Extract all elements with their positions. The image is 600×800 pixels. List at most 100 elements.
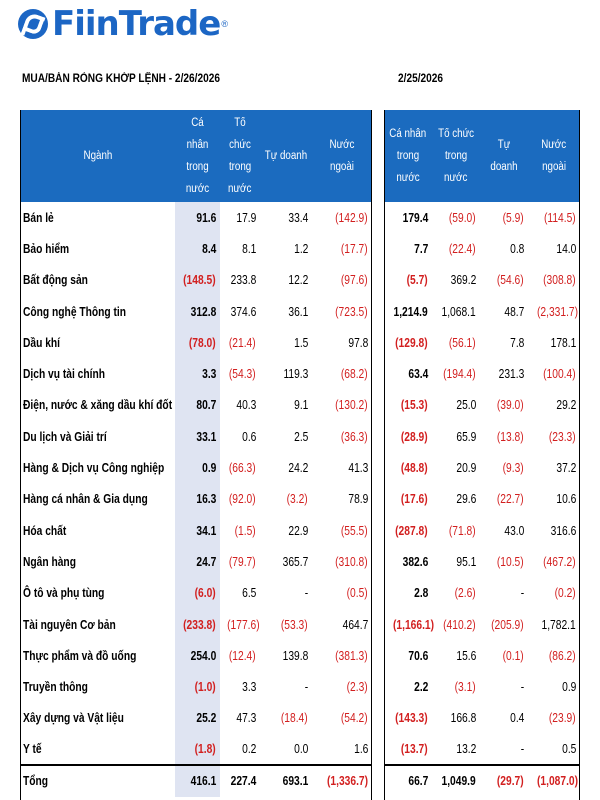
cell-proprietary: (39.0) bbox=[497, 398, 524, 413]
cell-institution: 6.5 bbox=[241, 586, 256, 601]
cell-institution: (59.0) bbox=[449, 210, 476, 225]
header-proprietary: Tự doanh bbox=[480, 110, 528, 202]
cell-individual: 91.6 bbox=[175, 202, 220, 234]
cell-proprietary: 12.2 bbox=[288, 273, 308, 288]
sector-name: Công nghệ Thông tin bbox=[23, 304, 127, 319]
cell-foreign: (55.5) bbox=[341, 523, 368, 538]
cell-institution: 20.9 bbox=[456, 461, 476, 476]
cell-institution: (92.0) bbox=[229, 492, 256, 507]
cell-proprietary: - bbox=[520, 586, 524, 601]
cell-institution: 374.6 bbox=[230, 304, 256, 319]
cell-proprietary: (53.3) bbox=[281, 617, 308, 632]
table-row: (1,166.1) (410.2) (205.9) 1,782.1 bbox=[384, 609, 580, 640]
table-row: (13.7) 13.2 - 0.5 bbox=[384, 734, 580, 765]
cell-individual: 33.1 bbox=[175, 421, 220, 453]
cell-proprietary: 24.2 bbox=[288, 461, 308, 476]
cell-institution: (79.7) bbox=[229, 554, 256, 569]
cell-foreign: 37.2 bbox=[556, 461, 576, 476]
header-institution: Tổ chức trong nước bbox=[220, 110, 260, 202]
table-row: 2.2 (3.1) - 0.9 bbox=[384, 671, 580, 702]
cell-foreign: (36.3) bbox=[341, 429, 368, 444]
cell-proprietary: (10.5) bbox=[497, 554, 524, 569]
cell-institution: (194.4) bbox=[443, 367, 476, 382]
cell-individual: 416.1 bbox=[175, 764, 220, 797]
cell-proprietary: 33.4 bbox=[288, 210, 308, 225]
table-row: 70.6 15.6 (0.1) (86.2) bbox=[384, 640, 580, 671]
table-header-row: Ngành Cá nhân trong nước Tổ chức trong nước… bbox=[20, 110, 372, 202]
cell-institution: 369.2 bbox=[450, 273, 476, 288]
table-row: (129.8) (56.1) 7.8 178.1 bbox=[384, 327, 580, 358]
cell-individual: 8.4 bbox=[175, 233, 220, 265]
cell-institution: (2.6) bbox=[454, 586, 476, 601]
cell-proprietary: - bbox=[520, 680, 524, 695]
table-row: 382.6 95.1 (10.5) (467.2) bbox=[384, 546, 580, 577]
cell-proprietary: (22.7) bbox=[497, 492, 524, 507]
sector-name: Hàng & Dịch vụ Công nghiệp bbox=[23, 461, 165, 476]
cell-foreign: (0.5) bbox=[346, 586, 368, 601]
table-row: (287.8) (71.8) 43.0 316.6 bbox=[384, 515, 580, 546]
sector-name: Tổng bbox=[20, 764, 175, 797]
table-row: Tài nguyên Cơ bản (233.8) (177.6) (53.3) 464… bbox=[20, 608, 372, 641]
cell-individual: (233.8) bbox=[175, 608, 220, 641]
table-row: 2.8 (2.6) - (0.2) bbox=[384, 578, 580, 609]
sector-name: Truyền thông bbox=[23, 680, 88, 695]
cell-foreign: (0.2) bbox=[554, 586, 576, 601]
cell-institution: 40.3 bbox=[236, 398, 256, 413]
cell-individual: (287.8) bbox=[395, 523, 428, 538]
table-row: Công nghệ Thông tin 312.8 374.6 36.1 (723.5) bbox=[20, 295, 372, 328]
cell-foreign: (142.9) bbox=[335, 210, 368, 225]
table-row: 1,214.9 1,068.1 48.7 (2,331.7) bbox=[384, 296, 580, 327]
sector-name: Điện, nước & xăng dầu khí đốt bbox=[23, 398, 173, 413]
table-row: Du lịch và Giải trí 33.1 0.6 2.5 (36.3) bbox=[20, 421, 372, 453]
cell-institution: 3.3 bbox=[241, 680, 256, 695]
table-row: Hàng cá nhân & Gia dụng 16.3 (92.0) (3.2) 78… bbox=[20, 483, 372, 515]
cell-foreign: (310.8) bbox=[335, 554, 368, 569]
table-title-left: MUA/BÁN RÒNG KHỚP LỆNH - 2/26/2026 bbox=[22, 73, 220, 85]
cell-individual: 16.3 bbox=[175, 483, 220, 515]
cell-proprietary: (0.1) bbox=[502, 648, 524, 663]
cell-foreign: (2.3) bbox=[346, 680, 368, 695]
cell-institution: 47.3 bbox=[236, 711, 256, 726]
cell-proprietary: (13.8) bbox=[497, 429, 524, 444]
brand-name: FiinTrade bbox=[52, 4, 221, 44]
cell-proprietary: 1.2 bbox=[293, 241, 308, 256]
cell-proprietary: (18.4) bbox=[281, 711, 308, 726]
cell-individual: 34.1 bbox=[175, 514, 220, 547]
cell-institution: 15.6 bbox=[456, 648, 476, 663]
table-row: Thực phẩm và đồ uống 254.0 (12.4) 139.8 (381… bbox=[20, 640, 372, 672]
cell-proprietary: - bbox=[304, 680, 308, 695]
table-header-row: Cá nhân trong nước Tổ chức trong nước Tự do… bbox=[384, 110, 580, 202]
table-row: Bảo hiểm 8.4 8.1 1.2 (17.7) bbox=[20, 233, 372, 265]
cell-foreign: (97.6) bbox=[341, 273, 368, 288]
cell-individual: (13.7) bbox=[401, 742, 428, 757]
cell-proprietary: 9.1 bbox=[293, 398, 308, 413]
table-title-right: 2/25/2026 bbox=[398, 73, 444, 85]
header-sector: Ngành bbox=[20, 110, 175, 202]
table-row: Hóa chất 34.1 (1.5) 22.9 (55.5) bbox=[20, 514, 372, 547]
cell-foreign: (723.5) bbox=[335, 304, 368, 319]
cell-individual: (148.5) bbox=[175, 264, 220, 296]
table-row: Ô tô và phụ tùng (6.0) 6.5 - (0.5) bbox=[20, 577, 372, 609]
cell-proprietary: 231.3 bbox=[498, 367, 524, 382]
cell-proprietary: 7.8 bbox=[509, 335, 524, 350]
total-row: 66.7 1,049.9 (29.7) (1,087.0) bbox=[384, 764, 580, 797]
cell-individual: (129.8) bbox=[395, 335, 428, 350]
table-row: 7.7 (22.4) 0.8 14.0 bbox=[384, 233, 580, 264]
cell-individual: 7.7 bbox=[413, 241, 428, 256]
header-foreign: Nước ngoài bbox=[312, 110, 372, 202]
sector-name: Ô tô và phụ tùng bbox=[23, 586, 105, 601]
cell-individual: 70.6 bbox=[408, 648, 428, 663]
cell-proprietary: 139.8 bbox=[282, 648, 308, 663]
cell-foreign: 178.1 bbox=[550, 335, 576, 350]
cell-individual: (6.0) bbox=[175, 577, 220, 609]
net-trade-table-2026-02-25: Cá nhân trong nước Tổ chức trong nước Tự do… bbox=[384, 110, 580, 797]
cell-institution: 1,049.9 bbox=[432, 764, 480, 797]
header-institution: Tổ chức trong nước bbox=[432, 110, 480, 202]
cell-institution: 8.1 bbox=[241, 241, 256, 256]
table-row: Dầu khí (78.0) (21.4) 1.5 97.8 bbox=[20, 327, 372, 359]
cell-individual: 2.8 bbox=[413, 586, 428, 601]
cell-proprietary: 2.5 bbox=[293, 429, 308, 444]
cell-proprietary: - bbox=[520, 742, 524, 757]
cell-foreign: 1.6 bbox=[353, 742, 368, 757]
cell-proprietary: 0.0 bbox=[293, 742, 308, 757]
